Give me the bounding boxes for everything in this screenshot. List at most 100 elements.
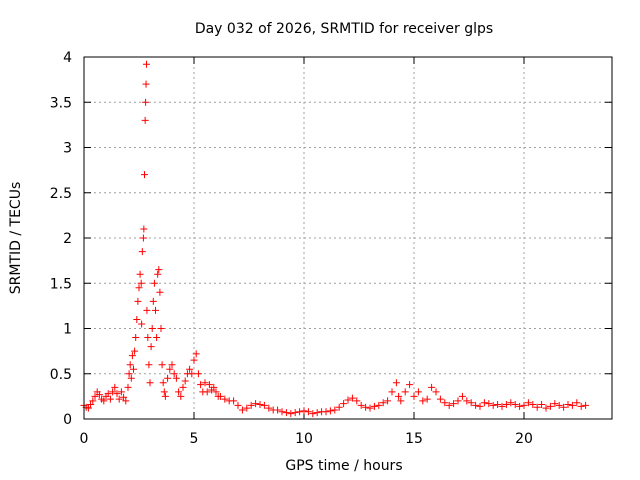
data-point bbox=[560, 403, 568, 411]
data-point bbox=[538, 401, 546, 409]
data-points bbox=[80, 60, 590, 418]
data-point bbox=[135, 284, 143, 292]
data-point bbox=[546, 402, 554, 410]
data-point bbox=[485, 400, 493, 408]
grid-lines bbox=[84, 57, 612, 419]
data-point bbox=[379, 399, 387, 407]
data-point bbox=[432, 388, 440, 396]
data-point bbox=[436, 395, 444, 403]
y-tick-labels: 0 0.5 1 1.5 2 2.5 3 3.5 4 bbox=[50, 50, 72, 428]
data-point bbox=[87, 401, 95, 409]
data-point bbox=[564, 401, 572, 409]
data-point bbox=[91, 392, 99, 400]
data-point bbox=[573, 399, 581, 407]
data-point bbox=[322, 408, 330, 416]
data-point bbox=[353, 397, 361, 405]
data-point bbox=[141, 116, 149, 124]
data-point bbox=[362, 403, 370, 411]
data-point bbox=[397, 397, 405, 405]
data-point bbox=[115, 395, 123, 403]
data-point bbox=[395, 392, 403, 400]
data-point bbox=[375, 401, 383, 409]
data-point bbox=[197, 381, 205, 389]
data-point bbox=[153, 334, 161, 342]
data-point bbox=[304, 408, 312, 416]
data-point bbox=[489, 401, 497, 409]
data-point bbox=[472, 401, 480, 409]
data-point bbox=[164, 374, 172, 382]
y-tick-label: 0 bbox=[63, 412, 72, 428]
x-tick-label: 10 bbox=[295, 431, 313, 447]
data-point bbox=[274, 406, 282, 414]
data-point bbox=[340, 400, 348, 408]
data-point bbox=[331, 406, 339, 414]
data-point bbox=[170, 370, 178, 378]
data-point bbox=[221, 395, 229, 403]
data-point bbox=[186, 365, 194, 373]
data-point bbox=[529, 401, 537, 409]
data-point bbox=[161, 392, 169, 400]
data-point bbox=[516, 402, 524, 410]
data-point bbox=[278, 408, 286, 416]
data-point bbox=[100, 397, 108, 405]
data-point bbox=[113, 390, 121, 398]
data-point bbox=[138, 248, 146, 256]
data-point bbox=[445, 401, 453, 409]
data-point bbox=[524, 399, 532, 407]
data-point bbox=[476, 402, 484, 410]
data-point bbox=[149, 297, 157, 305]
y-tick-label: 3 bbox=[63, 141, 72, 157]
data-point bbox=[357, 401, 365, 409]
data-point bbox=[150, 279, 158, 287]
data-point bbox=[555, 401, 563, 409]
data-point bbox=[205, 381, 213, 389]
data-point bbox=[203, 388, 211, 396]
data-point bbox=[507, 399, 515, 407]
data-point bbox=[401, 388, 409, 396]
data-point bbox=[148, 325, 156, 332]
data-point bbox=[142, 98, 150, 106]
data-point bbox=[520, 401, 528, 409]
data-point bbox=[252, 400, 260, 408]
data-point bbox=[111, 383, 119, 391]
data-point bbox=[139, 234, 147, 242]
data-point bbox=[494, 401, 502, 409]
data-point bbox=[137, 279, 145, 287]
data-point bbox=[260, 401, 268, 409]
data-point bbox=[126, 361, 134, 369]
data-point bbox=[166, 365, 174, 373]
x-tick-label: 5 bbox=[190, 431, 199, 447]
data-point bbox=[109, 388, 117, 396]
chart-title: Day 032 of 2026, SRMTID for receiver glp… bbox=[195, 21, 493, 37]
data-point bbox=[568, 401, 576, 409]
data-point bbox=[95, 391, 103, 399]
data-point bbox=[124, 383, 132, 391]
data-point bbox=[175, 388, 183, 396]
data-point bbox=[131, 347, 139, 355]
data-point bbox=[136, 270, 144, 278]
data-point bbox=[140, 225, 148, 233]
data-point bbox=[454, 397, 462, 405]
x-tick-label: 0 bbox=[80, 431, 89, 447]
data-point bbox=[313, 409, 321, 417]
data-point bbox=[125, 370, 133, 378]
data-point bbox=[190, 356, 198, 364]
data-point bbox=[243, 404, 251, 412]
data-point bbox=[130, 365, 137, 373]
data-point bbox=[582, 401, 590, 409]
y-tick-label: 1 bbox=[63, 322, 72, 338]
data-point bbox=[212, 388, 220, 396]
x-tick-label: 20 bbox=[515, 431, 533, 447]
data-point bbox=[141, 171, 148, 179]
data-point bbox=[142, 80, 150, 88]
data-point bbox=[392, 379, 400, 387]
data-point bbox=[210, 383, 218, 391]
data-point bbox=[142, 60, 150, 68]
data-point bbox=[406, 381, 414, 389]
data-point bbox=[309, 410, 317, 418]
data-point bbox=[146, 379, 154, 387]
y-tick-label: 1.5 bbox=[50, 276, 72, 292]
data-point bbox=[498, 402, 506, 410]
data-point bbox=[296, 408, 304, 416]
